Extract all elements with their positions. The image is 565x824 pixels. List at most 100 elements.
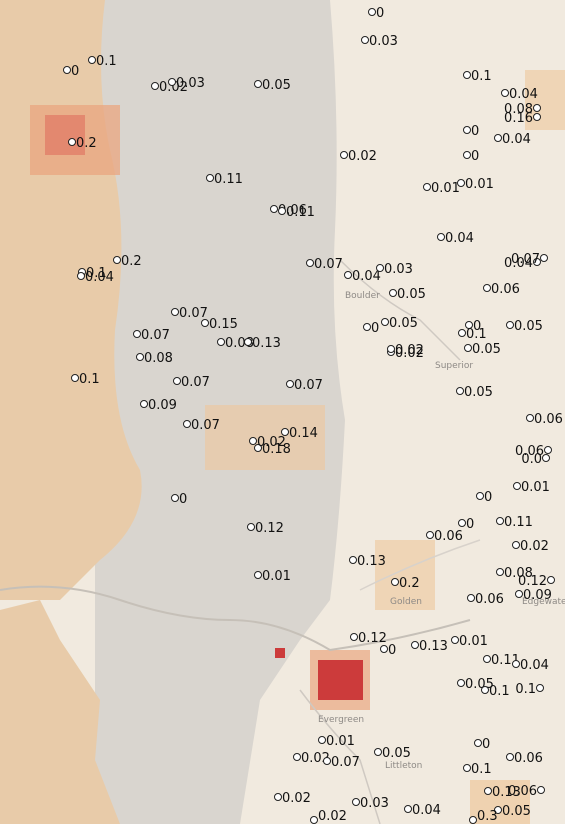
station-dot[interactable] bbox=[463, 151, 471, 159]
station-marker[interactable]: 0 bbox=[368, 6, 385, 21]
station-marker[interactable]: 0 bbox=[63, 64, 80, 79]
station-dot[interactable] bbox=[293, 753, 301, 761]
station-dot[interactable] bbox=[363, 323, 371, 331]
station-marker[interactable]: 0.1 bbox=[71, 372, 100, 387]
station-marker[interactable]: 0 bbox=[465, 319, 482, 334]
station-dot[interactable] bbox=[349, 556, 357, 564]
station-marker[interactable]: 0.2 bbox=[391, 576, 420, 591]
station-dot[interactable] bbox=[254, 571, 262, 579]
station-dot[interactable] bbox=[544, 446, 552, 454]
station-dot[interactable] bbox=[71, 374, 79, 382]
station-marker[interactable]: 0.04 bbox=[404, 803, 441, 818]
station-dot[interactable] bbox=[77, 272, 85, 280]
station-marker[interactable]: 0.03 bbox=[361, 34, 398, 49]
station-marker[interactable]: 0.02 bbox=[340, 149, 377, 164]
station-marker[interactable]: 0.13 bbox=[244, 336, 281, 351]
station-dot[interactable] bbox=[506, 321, 514, 329]
station-marker[interactable]: 0.1 bbox=[88, 54, 117, 69]
station-marker[interactable]: 0.02 bbox=[387, 343, 424, 358]
station-marker[interactable]: 0.12 bbox=[518, 574, 555, 589]
station-marker[interactable]: 0.07 bbox=[511, 252, 548, 267]
station-dot[interactable] bbox=[463, 71, 471, 79]
station-marker[interactable]: 0.09 bbox=[515, 588, 552, 603]
station-marker[interactable]: 0.04 bbox=[504, 256, 541, 271]
station-dot[interactable] bbox=[476, 492, 484, 500]
station-dot[interactable] bbox=[533, 113, 541, 121]
station-dot[interactable] bbox=[389, 289, 397, 297]
station-marker[interactable]: 0.02 bbox=[512, 539, 549, 554]
station-marker[interactable]: 0.08 bbox=[504, 102, 541, 117]
station-marker[interactable]: 0.18 bbox=[254, 442, 291, 457]
station-dot[interactable] bbox=[483, 655, 491, 663]
station-dot[interactable] bbox=[496, 568, 504, 576]
station-marker[interactable]: 0.03 bbox=[376, 262, 413, 277]
station-dot[interactable] bbox=[542, 454, 550, 462]
station-dot[interactable] bbox=[171, 308, 179, 316]
station-dot[interactable] bbox=[513, 482, 521, 490]
station-marker[interactable]: 0.1 bbox=[463, 69, 492, 84]
station-marker[interactable]: 0 bbox=[476, 490, 493, 505]
station-marker[interactable]: 0.04 bbox=[437, 231, 474, 246]
station-dot[interactable] bbox=[437, 233, 445, 241]
station-marker[interactable]: 0.02 bbox=[310, 809, 347, 824]
station-marker[interactable]: 0.04 bbox=[501, 87, 538, 102]
station-dot[interactable] bbox=[286, 380, 294, 388]
station-dot[interactable] bbox=[244, 338, 252, 346]
station-dot[interactable] bbox=[547, 576, 555, 584]
station-marker[interactable]: 0.01 bbox=[451, 634, 488, 649]
station-marker[interactable]: 0.11 bbox=[206, 172, 243, 187]
station-marker[interactable]: 0.12 bbox=[247, 521, 284, 536]
station-dot[interactable] bbox=[387, 345, 395, 353]
station-marker[interactable]: 0.12 bbox=[350, 631, 387, 646]
station-dot[interactable] bbox=[463, 126, 471, 134]
station-marker[interactable]: 0.06 bbox=[515, 444, 552, 459]
station-dot[interactable] bbox=[464, 344, 472, 352]
station-marker[interactable]: 0.14 bbox=[281, 426, 318, 441]
station-dot[interactable] bbox=[381, 318, 389, 326]
station-marker[interactable]: 0.06 bbox=[426, 529, 463, 544]
station-marker[interactable]: 0.2 bbox=[113, 254, 142, 269]
station-marker[interactable]: 0.1 bbox=[463, 762, 492, 777]
station-dot[interactable] bbox=[113, 256, 121, 264]
station-marker[interactable]: 0.01 bbox=[318, 734, 355, 749]
station-dot[interactable] bbox=[344, 271, 352, 279]
station-marker[interactable]: 0.05 bbox=[494, 804, 531, 819]
station-marker[interactable]: 0.05 bbox=[254, 78, 291, 93]
station-marker[interactable]: 0.07 bbox=[323, 755, 360, 770]
station-dot[interactable] bbox=[512, 541, 520, 549]
station-marker[interactable]: 0.02 bbox=[274, 791, 311, 806]
station-dot[interactable] bbox=[350, 633, 358, 641]
station-dot[interactable] bbox=[183, 420, 191, 428]
station-dot[interactable] bbox=[456, 387, 464, 395]
station-marker[interactable]: 0.13 bbox=[411, 639, 448, 654]
station-marker[interactable]: 0.08 bbox=[496, 566, 533, 581]
station-marker[interactable]: 0.07 bbox=[133, 328, 170, 343]
station-marker[interactable]: 0.11 bbox=[278, 205, 315, 220]
station-dot[interactable] bbox=[151, 82, 159, 90]
station-marker[interactable]: 0.06 bbox=[270, 203, 307, 218]
station-marker[interactable]: 0.13 bbox=[349, 554, 386, 569]
station-marker[interactable]: 0.02 bbox=[151, 80, 188, 95]
station-marker[interactable]: 0.09 bbox=[140, 398, 177, 413]
station-marker[interactable]: 0.04 bbox=[344, 269, 381, 284]
station-marker[interactable]: 0.0 bbox=[521, 452, 550, 467]
station-dot[interactable] bbox=[281, 428, 289, 436]
station-marker[interactable]: 0.04 bbox=[494, 132, 531, 147]
station-marker[interactable]: 0.05 bbox=[389, 287, 426, 302]
station-dot[interactable] bbox=[457, 679, 465, 687]
station-marker[interactable]: 0.05 bbox=[464, 342, 501, 357]
station-dot[interactable] bbox=[217, 338, 225, 346]
station-dot[interactable] bbox=[536, 684, 544, 692]
station-marker[interactable]: 0.15 bbox=[201, 317, 238, 332]
station-dot[interactable] bbox=[88, 56, 96, 64]
station-dot[interactable] bbox=[474, 739, 482, 747]
station-dot[interactable] bbox=[380, 645, 388, 653]
station-marker[interactable]: 0.07 bbox=[286, 378, 323, 393]
station-dot[interactable] bbox=[467, 594, 475, 602]
station-dot[interactable] bbox=[201, 319, 209, 327]
station-dot[interactable] bbox=[171, 494, 179, 502]
station-marker[interactable]: 0 bbox=[363, 321, 380, 336]
station-marker[interactable]: 0.04 bbox=[512, 658, 549, 673]
station-dot[interactable] bbox=[278, 207, 286, 215]
